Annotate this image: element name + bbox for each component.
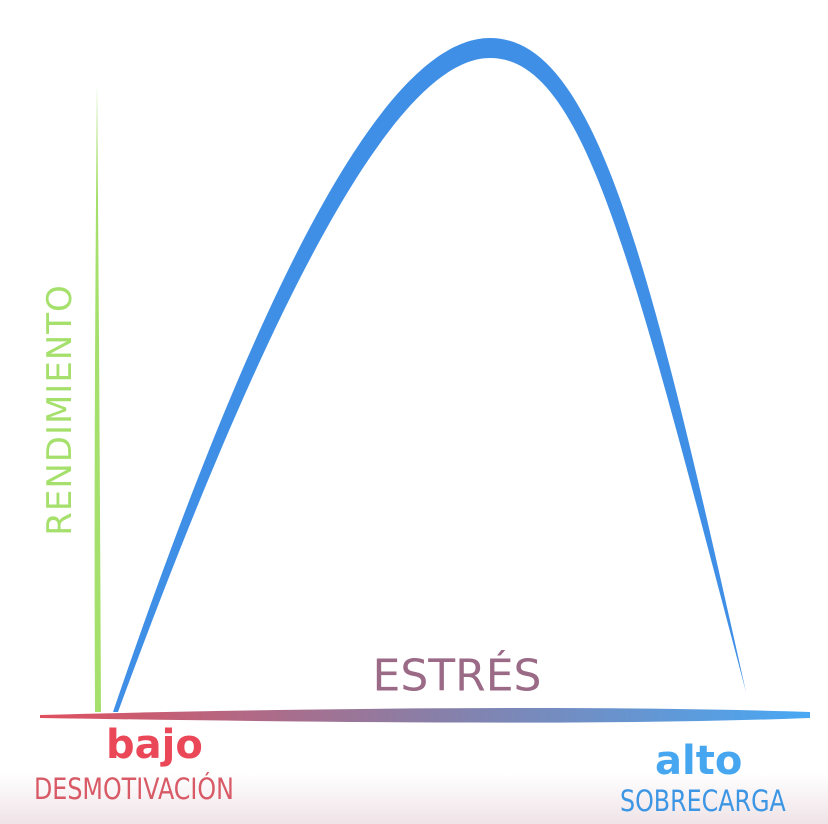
high-stress-label: alto [655,738,743,784]
x-axis-line [40,708,810,723]
low-stress-label: bajo [106,722,203,768]
low-stress-sublabel: DESMOTIVACIÓN [34,772,234,806]
y-axis-label: RENDIMIENTO [40,284,80,536]
x-axis-label: ESTRÉS [372,650,542,702]
high-stress-sublabel: SOBRECARGA [620,784,786,818]
performance-curve [113,38,746,712]
y-axis-line [94,85,101,712]
